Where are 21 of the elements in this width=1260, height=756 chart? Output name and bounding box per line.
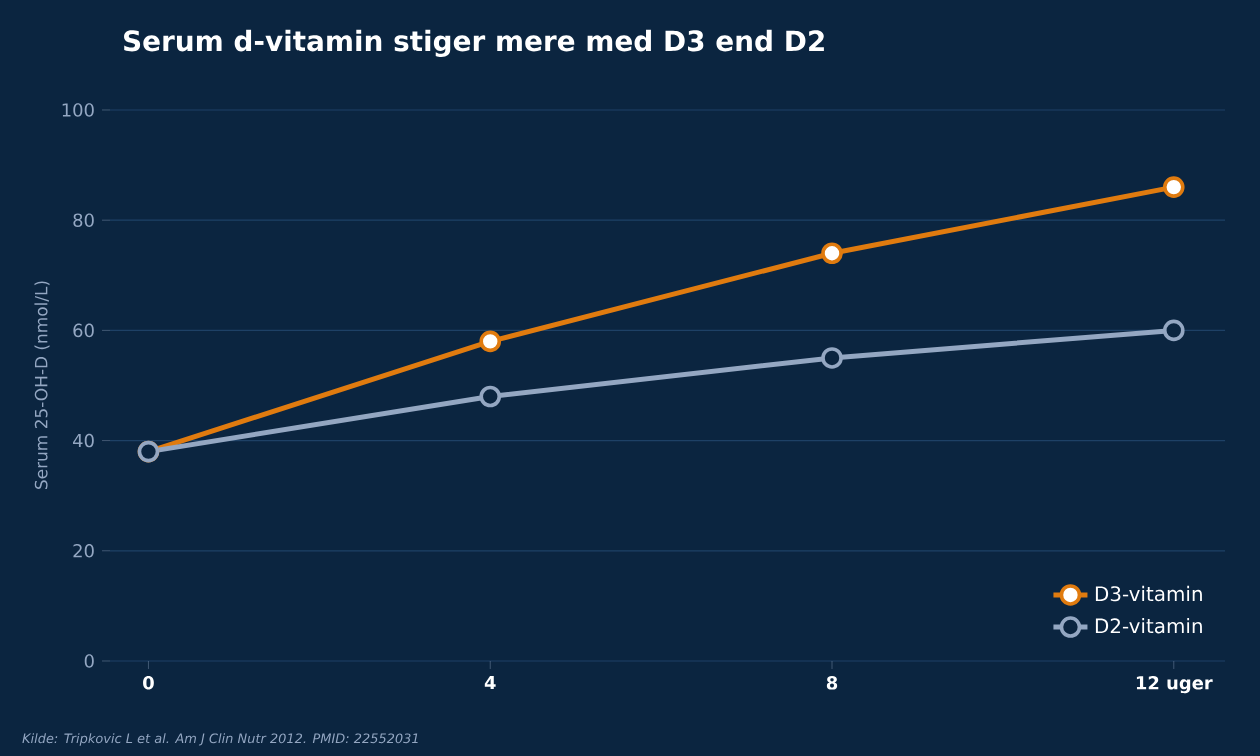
y-tick-label: 40 — [73, 433, 94, 448]
point — [1162, 176, 1185, 198]
y-tick-label: 60 — [73, 323, 94, 338]
text: Kilde: Tripkovic L et al. Am J Clin Nutr 2012. PMID: 22552031 — [22, 733, 418, 746]
x-tick-label: 0 — [143, 676, 154, 690]
y-tick-label: 100 — [62, 103, 94, 117]
legend-label: D2-vitamin — [1095, 617, 1202, 634]
legend-label: D3-vitamin — [1095, 585, 1202, 602]
x-tick-label: 4 — [484, 676, 496, 690]
x-tick-label: 8 — [826, 676, 838, 690]
point — [821, 347, 843, 369]
chart-title: Serum d-vitamin stiger mere med D3 end D2 — [124, 29, 824, 58]
y-tick-label: 80 — [73, 213, 94, 227]
y-tick-label: 20 — [73, 544, 94, 558]
point — [479, 385, 502, 408]
y-tick-label: 0 — [84, 654, 94, 668]
x-tick-label: 12 uger — [1136, 676, 1213, 694]
y-axis-title: Serum 25-OH-D (nmol/L) — [34, 281, 50, 489]
point — [1162, 319, 1185, 342]
point — [821, 242, 843, 265]
point — [479, 330, 502, 353]
